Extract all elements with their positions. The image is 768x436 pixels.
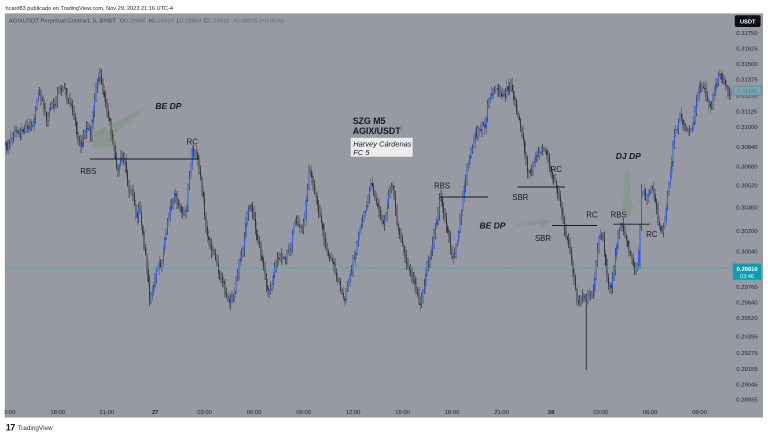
svg-text:03:46: 03:46 <box>740 274 754 280</box>
svg-text:SBR: SBR <box>535 234 551 243</box>
svg-text:RC: RC <box>187 138 199 147</box>
svg-text:0.28935: 0.28935 <box>736 398 758 404</box>
svg-text:0.31250: 0.31250 <box>736 94 758 100</box>
svg-text:FC 5: FC 5 <box>353 148 370 157</box>
svg-text:0.29395: 0.29395 <box>736 335 758 341</box>
svg-text:RC: RC <box>646 230 658 239</box>
svg-text:0.31000: 0.31000 <box>736 125 758 131</box>
svg-text:0.29520: 0.29520 <box>736 316 758 322</box>
svg-text:21:00: 21:00 <box>99 410 114 416</box>
svg-text:15:00: 15:00 <box>1 410 16 416</box>
svg-text:18:00: 18:00 <box>445 410 460 416</box>
svg-text:Harvey Cárdenas: Harvey Cárdenas <box>353 140 412 149</box>
svg-text:0.29910: 0.29910 <box>737 267 758 273</box>
svg-text:SZG M5: SZG M5 <box>353 116 386 126</box>
svg-text:RBS: RBS <box>434 181 450 190</box>
svg-text:0.31375: 0.31375 <box>736 77 758 83</box>
svg-text:hcard83 publicado en TradingVi: hcard83 publicado en TradingView.com, No… <box>6 6 174 12</box>
svg-text:RC: RC <box>551 165 563 174</box>
svg-text:17: 17 <box>6 423 16 433</box>
svg-text:28: 28 <box>548 410 555 416</box>
svg-text:0.31625: 0.31625 <box>736 47 758 53</box>
svg-text:15:00: 15:00 <box>395 410 410 416</box>
svg-text:BE DP: BE DP <box>480 221 506 231</box>
svg-text:RC: RC <box>586 211 598 220</box>
svg-text:09:00: 09:00 <box>692 410 707 416</box>
svg-text:21:00: 21:00 <box>494 410 509 416</box>
svg-text:0.31125: 0.31125 <box>736 109 758 115</box>
svg-text:12:00: 12:00 <box>346 410 361 416</box>
svg-text:AGIX/USDT: AGIX/USDT <box>353 126 402 136</box>
svg-text:SBR: SBR <box>512 193 528 202</box>
svg-text:0.30680: 0.30680 <box>736 165 758 171</box>
svg-text:0.29045: 0.29045 <box>736 383 758 389</box>
svg-text:0.31750: 0.31750 <box>736 31 758 37</box>
svg-text:03:00: 03:00 <box>593 410 608 416</box>
svg-text:0.30040: 0.30040 <box>736 249 758 255</box>
svg-text:0.29155: 0.29155 <box>736 367 758 373</box>
svg-text:TradingView: TradingView <box>18 425 54 432</box>
svg-text:AGIXUSDT Perpetual Contract, 5: AGIXUSDT Perpetual Contract, 5, BYBIT O0… <box>9 18 284 24</box>
svg-text:0.30840: 0.30840 <box>736 145 758 151</box>
svg-text:RBS: RBS <box>80 167 96 176</box>
svg-text:BE DP: BE DP <box>155 101 181 111</box>
svg-text:DJ DP: DJ DP <box>616 151 641 161</box>
svg-text:0.31285: 0.31285 <box>737 89 758 95</box>
svg-text:0.30200: 0.30200 <box>736 229 758 235</box>
svg-text:18:00: 18:00 <box>50 410 65 416</box>
svg-text:0.31500: 0.31500 <box>736 62 758 68</box>
svg-text:0.29275: 0.29275 <box>736 351 758 357</box>
svg-text:27: 27 <box>152 410 159 416</box>
svg-text:USDT: USDT <box>740 19 756 25</box>
svg-text:03:00: 03:00 <box>197 410 212 416</box>
svg-text:09:00: 09:00 <box>296 410 311 416</box>
svg-text:RBS: RBS <box>611 210 627 219</box>
svg-text:06:00: 06:00 <box>247 410 262 416</box>
svg-text:0.29640: 0.29640 <box>736 301 758 307</box>
svg-text:0.30520: 0.30520 <box>736 184 758 190</box>
svg-text:0.29760: 0.29760 <box>736 285 758 291</box>
svg-text:06:00: 06:00 <box>643 410 658 416</box>
svg-text:0.30360: 0.30360 <box>736 206 758 212</box>
